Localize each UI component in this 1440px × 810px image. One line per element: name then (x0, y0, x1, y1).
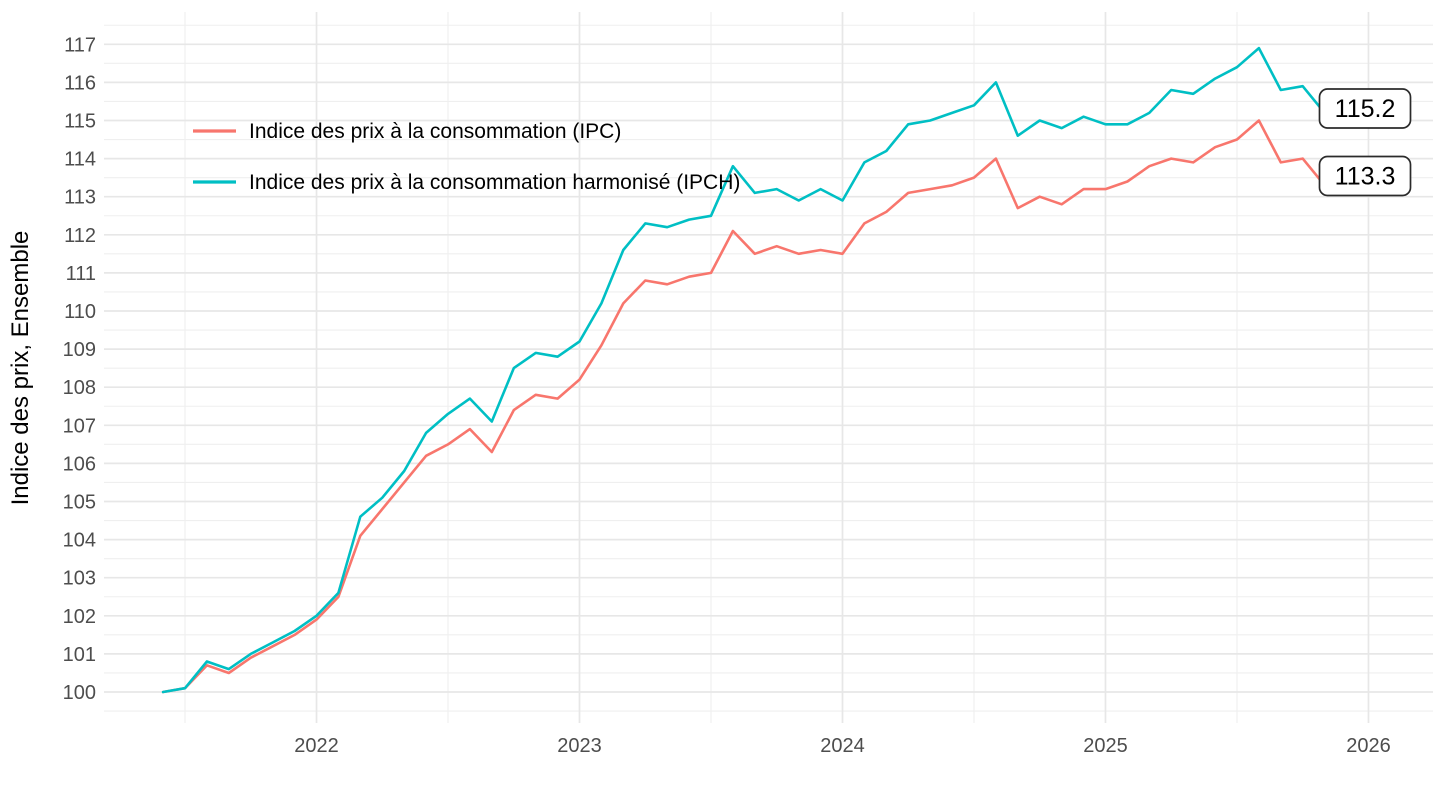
y-tick-label: 106 (63, 453, 96, 475)
x-axis-tick-labels: 2022 2023 2024 2025 2026 (294, 735, 1390, 757)
y-tick-label: 105 (63, 492, 96, 514)
x-tick-label: 2023 (557, 735, 602, 757)
x-tick-label: 2026 (1346, 735, 1391, 757)
legend-label-ipch: Indice des prix à la consommation harmon… (249, 171, 740, 194)
y-tick-label: 108 (63, 377, 96, 399)
y-tick-label: 107 (63, 415, 96, 437)
y-tick-label: 117 (64, 34, 96, 56)
y-tick-label: 102 (63, 606, 96, 628)
y-tick-label: 110 (64, 301, 96, 323)
ipc-line (161, 119, 1326, 694)
end-label-ipch-value: 115.2 (1335, 95, 1396, 123)
y-tick-label: 112 (64, 225, 96, 247)
y-tick-label: 104 (63, 530, 96, 552)
y-tick-label: 113 (64, 187, 96, 209)
y-tick-label: 109 (63, 339, 96, 361)
y-axis-title: Indice des prix, Ensemble (7, 231, 34, 506)
legend-label-ipc: Indice des prix à la consommation (IPC) (249, 120, 621, 143)
end-label-ipch-box (1318, 88, 1412, 129)
data-series-lines (161, 46, 1326, 694)
series-end-value-labels: 115.2 113.3 (1318, 88, 1412, 197)
x-tick-label: 2025 (1083, 735, 1128, 757)
y-tick-label: 103 (63, 568, 96, 590)
x-tick-label: 2022 (294, 735, 339, 757)
end-label-ipc-box (1318, 155, 1412, 197)
y-tick-label: 116 (64, 72, 96, 94)
y-axis-tick-labels: 100 101 102 103 104 105 106 107 108 109 110 111 112 1… (63, 34, 96, 704)
ipch-line (161, 46, 1326, 694)
y-tick-label: 114 (64, 149, 96, 171)
end-label-ipc: 113.3 (1318, 155, 1412, 197)
legend: Indice des prix à la consommation (IPC) … (193, 120, 740, 194)
end-label-ipc-value: 113.3 (1335, 163, 1396, 191)
y-tick-label: 101 (63, 644, 96, 666)
minor-gridlines (104, 12, 1433, 723)
end-label-ipch: 115.2 (1318, 88, 1412, 129)
y-tick-label: 115 (64, 111, 96, 133)
major-gridlines (104, 12, 1433, 723)
y-tick-label: 100 (63, 682, 96, 704)
x-tick-label: 2024 (820, 735, 865, 757)
y-tick-label: 111 (66, 263, 96, 285)
